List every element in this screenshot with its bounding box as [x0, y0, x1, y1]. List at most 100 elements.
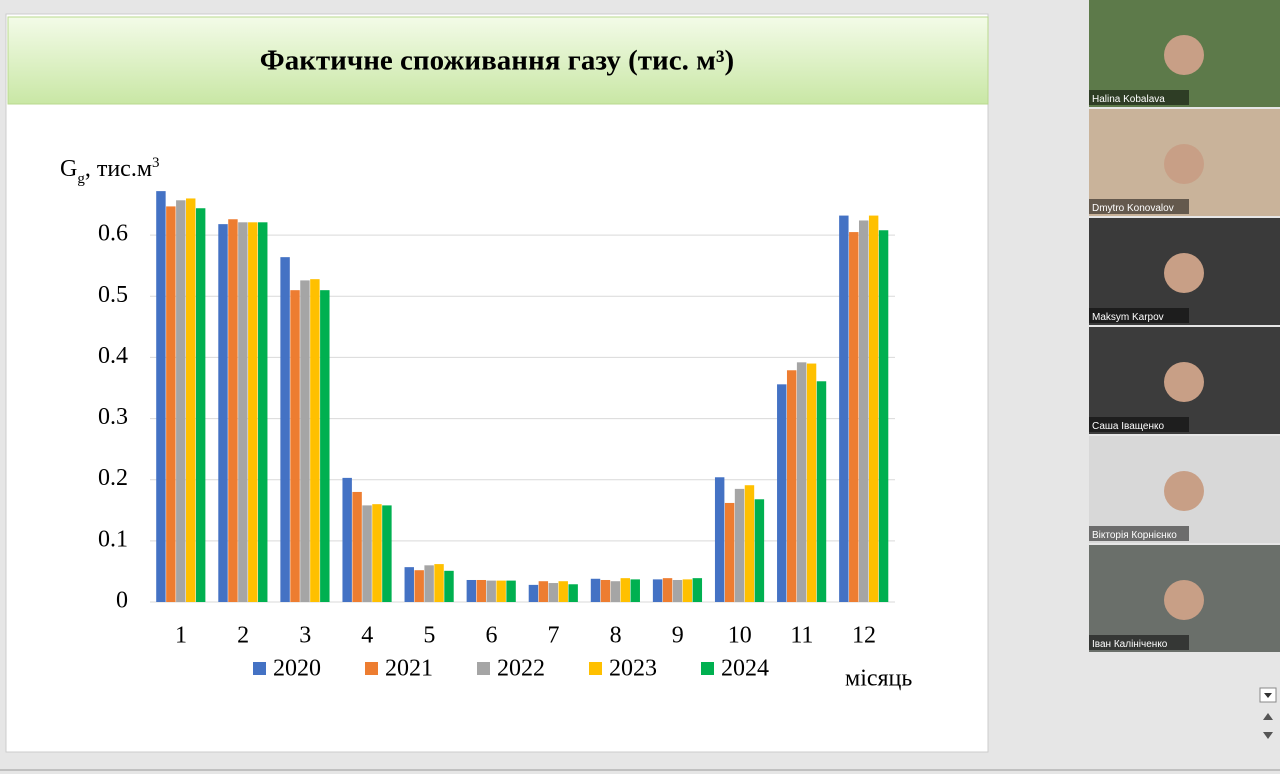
bar: [228, 219, 238, 602]
x-tick-label: 1: [175, 623, 187, 649]
bar: [672, 579, 683, 602]
bar: [786, 370, 797, 602]
legend-swatch: [589, 662, 602, 675]
participant-face: [1164, 471, 1204, 511]
x-axis-label: місяць: [845, 666, 912, 692]
bar: [744, 485, 755, 602]
bar: [424, 565, 434, 602]
chart-title: Фактичне споживання газу (тис. м³): [260, 45, 734, 77]
bar: [568, 584, 578, 602]
bar: [320, 290, 330, 602]
bar: [558, 581, 568, 602]
participant-face: [1164, 362, 1204, 402]
y-tick-label: 0.2: [98, 465, 128, 491]
bar: [156, 191, 166, 602]
bar: [610, 581, 621, 602]
bar: [816, 381, 827, 602]
participant-face: [1164, 580, 1204, 620]
bar: [300, 280, 310, 602]
bar: [352, 491, 362, 602]
bar: [858, 220, 869, 602]
bar: [806, 363, 817, 602]
bar: [195, 208, 206, 603]
bar: [258, 222, 268, 602]
participant-face: [1164, 35, 1204, 75]
dropdown-icon: [1264, 693, 1272, 698]
x-tick-label: 2: [237, 623, 249, 649]
bar: [444, 570, 454, 602]
participant-face: [1164, 144, 1204, 184]
bar: [600, 579, 611, 602]
name-backdrop: [1089, 417, 1189, 432]
bar: [290, 290, 300, 602]
bar: [466, 579, 477, 602]
legend-label: 2020: [273, 656, 321, 682]
y-tick-label: 0.1: [98, 526, 128, 552]
name-backdrop: [1089, 90, 1189, 105]
bar: [868, 215, 879, 602]
participant-name: Іван Калініченко: [1092, 639, 1168, 650]
bar: [849, 232, 859, 603]
bar: [382, 505, 392, 602]
bar: [176, 200, 186, 602]
x-tick-label: 3: [299, 623, 311, 649]
bar: [878, 230, 889, 602]
bar: [548, 583, 559, 602]
bar: [630, 579, 640, 602]
bar: [796, 362, 807, 602]
name-backdrop: [1089, 308, 1189, 323]
bar: [839, 215, 849, 602]
bar: [496, 580, 506, 602]
scroll-icons[interactable]: [1263, 713, 1273, 739]
x-tick-label: 7: [548, 623, 560, 649]
legend-swatch: [365, 662, 378, 675]
bar: [692, 578, 703, 602]
legend-swatch: [477, 662, 490, 675]
bar: [310, 279, 320, 602]
bar: [528, 584, 539, 602]
bar: [186, 198, 196, 602]
title-banner: [7, 16, 989, 105]
bar: [662, 578, 673, 602]
bar: [248, 222, 258, 602]
bar: [777, 384, 787, 602]
participant-name: Maksym Karpov: [1092, 312, 1164, 323]
y-symbol: G: [60, 156, 77, 182]
y-tick-label: 0.6: [98, 221, 128, 247]
x-tick-label: 8: [610, 623, 622, 649]
participant-name: Саша Іващенко: [1092, 421, 1164, 432]
x-tick-label: 11: [790, 623, 813, 649]
y-tick-label: 0.3: [98, 404, 128, 430]
bar: [404, 567, 414, 602]
y-tick-label: 0.4: [98, 343, 128, 369]
legend-swatch: [701, 662, 714, 675]
legend-label: 2024: [721, 656, 769, 682]
x-tick-label: 4: [361, 623, 373, 649]
bar: [590, 578, 601, 602]
bar: [652, 579, 663, 602]
bar: [280, 257, 290, 602]
participant-face: [1164, 253, 1204, 293]
y-axis-label: Gg, тис.м3: [60, 155, 160, 187]
bar: [342, 477, 352, 602]
bar: [620, 578, 631, 602]
y-tick-label: 0.5: [98, 282, 128, 308]
x-tick-label: 12: [852, 623, 876, 649]
x-tick-label: 10: [728, 623, 752, 649]
name-backdrop: [1089, 199, 1189, 214]
legend-label: 2022: [497, 656, 545, 682]
bar: [714, 477, 725, 602]
name-backdrop: [1089, 635, 1189, 650]
legend-swatch: [253, 662, 266, 675]
participant-name: Halina Kobalava: [1092, 94, 1165, 105]
y-superscript: 3: [152, 155, 160, 171]
participant-name: Вікторія Корнієнко: [1092, 530, 1177, 541]
bar: [166, 206, 176, 603]
bar: [362, 505, 372, 602]
bar: [682, 579, 693, 602]
bar: [538, 581, 549, 602]
bar: [414, 570, 424, 602]
name-backdrop: [1089, 526, 1189, 541]
